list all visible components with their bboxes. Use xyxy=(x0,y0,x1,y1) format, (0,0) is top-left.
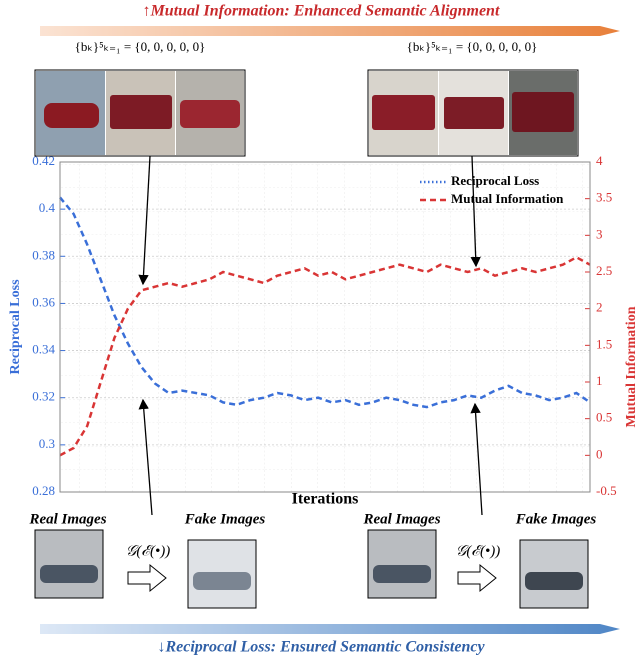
minor-grid xyxy=(60,162,590,492)
y-tick-label: 0.36 xyxy=(32,294,55,309)
hollow-arrow xyxy=(127,563,167,593)
real-label: Real Images xyxy=(28,511,106,527)
y-tick-label: 0.42 xyxy=(32,153,55,168)
y2-tick-label: 3 xyxy=(596,226,603,241)
y2-tick-label: 1 xyxy=(596,373,603,388)
real-label: Real Images xyxy=(362,511,440,527)
y2-tick-label: -0.5 xyxy=(596,483,617,498)
code-label: {bₖ}⁵ₖ₌₁ = {0, 0, 0, 0, 0} xyxy=(407,39,538,54)
image-strip xyxy=(34,69,246,157)
title: ↑Mutual Information: Enhanced Semantic A… xyxy=(143,3,500,20)
real-image xyxy=(367,529,437,599)
y-tick-label: 0.4 xyxy=(39,200,56,215)
top-arrow xyxy=(40,26,620,36)
y2-tick-label: 1.5 xyxy=(596,336,612,351)
real-image xyxy=(34,529,104,599)
image-strip xyxy=(367,69,579,157)
y-tick-label: 0.38 xyxy=(32,247,55,262)
y-axis-label: Reciprocal Loss xyxy=(8,279,23,375)
subtitle: ↓Reciprocal Loss: Ensured Semantic Consi… xyxy=(157,639,485,656)
legend-label: Reciprocal Loss xyxy=(451,173,539,188)
y2-tick-label: 2.5 xyxy=(596,263,612,278)
bottom-arrow xyxy=(40,624,620,634)
generator-label: 𝒢(ℰ(•)) xyxy=(126,543,171,559)
y2-axis-label: Mutual Information xyxy=(624,306,639,427)
y2-tick-label: 2 xyxy=(596,300,603,315)
fake-image xyxy=(519,539,589,609)
y-tick-label: 0.3 xyxy=(39,436,55,451)
series-line xyxy=(59,255,591,457)
y2-tick-label: 0 xyxy=(596,446,603,461)
y2-tick-label: 4 xyxy=(596,153,603,168)
y2-tick-label: 0.5 xyxy=(596,410,612,425)
series-line xyxy=(59,196,591,409)
y2-tick-label: 3.5 xyxy=(596,190,612,205)
x-axis-label: Iterations xyxy=(292,491,359,508)
generator-label: 𝒢(ℰ(•)) xyxy=(456,543,501,559)
y-tick-label: 0.32 xyxy=(32,389,55,404)
y-tick-label: 0.34 xyxy=(32,342,55,357)
fake-label: Fake Images xyxy=(515,511,597,527)
fake-label: Fake Images xyxy=(184,511,266,527)
hollow-arrow xyxy=(457,563,497,593)
plot-frame xyxy=(59,161,591,493)
legend-label: Mutual Information xyxy=(451,191,564,206)
fake-image xyxy=(187,539,257,609)
code-label: {bₖ}⁵ₖ₌₁ = {0, 0, 0, 0, 0} xyxy=(75,39,206,54)
pointer-arrows xyxy=(138,155,483,516)
y-tick-label: 0.28 xyxy=(32,483,55,498)
